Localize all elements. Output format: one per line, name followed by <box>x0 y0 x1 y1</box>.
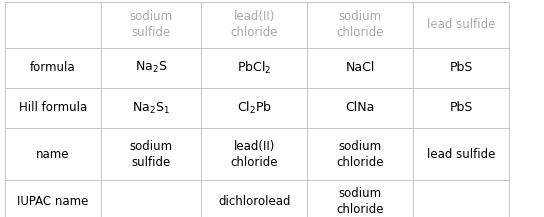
Text: Na$_2$S: Na$_2$S <box>135 60 167 75</box>
Text: lead sulfide: lead sulfide <box>427 148 495 161</box>
Text: sodium
chloride: sodium chloride <box>337 187 384 216</box>
Text: lead sulfide: lead sulfide <box>427 18 495 31</box>
Text: Na$_2$S$_1$: Na$_2$S$_1$ <box>132 100 170 115</box>
Text: lead(II)
chloride: lead(II) chloride <box>231 140 278 169</box>
Text: PbS: PbS <box>449 102 473 114</box>
Text: PbCl$_2$: PbCl$_2$ <box>237 60 271 76</box>
Text: sodium
chloride: sodium chloride <box>337 10 384 39</box>
Text: ClNa: ClNa <box>346 102 375 114</box>
Text: sodium
chloride: sodium chloride <box>337 140 384 169</box>
Text: IUPAC name: IUPAC name <box>17 195 89 208</box>
Text: lead(II)
chloride: lead(II) chloride <box>231 10 278 39</box>
Text: NaCl: NaCl <box>346 61 375 74</box>
Text: name: name <box>36 148 70 161</box>
Text: formula: formula <box>30 61 76 74</box>
Text: Hill formula: Hill formula <box>19 102 87 114</box>
Text: PbS: PbS <box>449 61 473 74</box>
Text: Cl$_2$Pb: Cl$_2$Pb <box>237 100 272 116</box>
Text: dichlorolead: dichlorolead <box>218 195 290 208</box>
Text: sodium
sulfide: sodium sulfide <box>129 10 172 39</box>
Text: sodium
sulfide: sodium sulfide <box>129 140 172 169</box>
